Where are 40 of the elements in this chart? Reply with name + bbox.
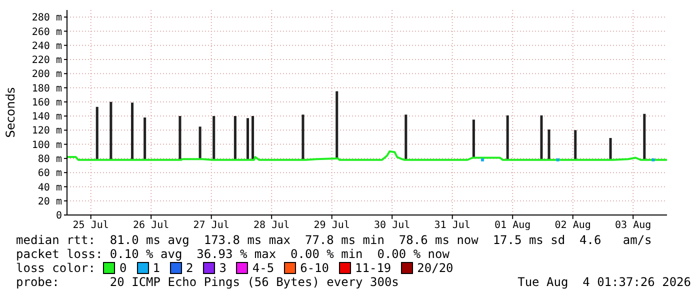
x-tick-label: 29 Jul [314,220,350,232]
y-tick-label: 60 m [38,168,62,180]
line-series [67,150,667,161]
x-tick-label: 26 Jul [133,220,170,232]
text: 4-5 [252,261,274,275]
x-tick-label: 03 Aug [615,220,652,232]
x-tick-label: 25 Jul [72,220,109,232]
y-tick-label: 280 m [32,12,62,24]
x-tick-label: 02 Aug [554,220,591,232]
legend-label: 1 [152,261,160,275]
y-tick-label: 140 m [32,112,62,123]
x-tick-label: 30 Jul [374,220,410,232]
x-tick-label: 31 Jul [434,220,470,232]
y-tick-label: 240 m [32,40,62,52]
text: 2 [186,261,194,275]
y-tick-label: 220 m [32,55,62,66]
text: 3 [219,261,226,275]
text: Tue Aug 4 01:37:26 2026 [518,275,691,289]
y-tick-label: 0 [56,210,62,222]
y-tick-label: 20 m [38,196,62,208]
text: median rtt: 81.0 ms avg 173.8 ms max 77.8 ms min 78.6 ms now 17.5 ms sd 4.6 am/s [16,233,653,247]
x-tick-label: 27 Jul [193,220,230,232]
text: 20/20 [417,261,454,275]
x-tick-label: 28 Jul [254,220,290,232]
y-tick-label: 40 m [38,182,62,194]
text: 11-19 [355,261,392,275]
y-tick-label: 260 m [32,26,62,38]
y-tick-label: 100 m [32,140,62,151]
text: probe: 20 ICMP Echo Pings (56 Bytes) every 300s [16,275,399,289]
text: packet loss: 0.10 % avg 36.93 % max 0.00 % min 0.00 % now [16,247,450,261]
y-tick-label: 200 m [32,69,62,80]
y-axis-title: Seconds [3,87,18,138]
y-tick-label: 80 m [38,154,62,165]
text: 6-10 [300,261,330,275]
y-tick-label: 120 m [32,126,62,137]
x-tick-label: 01 Aug [494,220,531,232]
y-tick-label: 160 m [32,97,62,108]
legend-label: 0 [119,261,127,275]
y-tick-label: 180 m [32,83,62,94]
text: loss color: [16,261,96,275]
